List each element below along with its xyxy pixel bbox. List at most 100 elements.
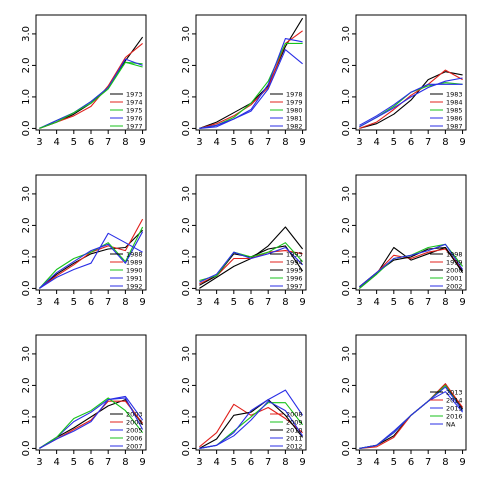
x-tick-label: 7: [105, 137, 111, 148]
x-tick-label: 3: [196, 297, 202, 308]
series-line-1987: [359, 83, 463, 126]
legend-label: 1994: [286, 258, 303, 266]
legend-label: 2001: [446, 274, 463, 282]
x-tick-label: 7: [265, 457, 271, 468]
series-line-1988: [39, 229, 143, 289]
series-line-1977: [39, 61, 143, 129]
y-tick-label: 3.0: [21, 186, 32, 202]
y-tick-label: 0.0: [341, 120, 352, 136]
x-tick-label: 9: [139, 457, 145, 468]
y-tick-label: 1.0: [181, 409, 192, 425]
x-tick-label: 4: [213, 457, 219, 468]
legend-label: 2007: [126, 442, 143, 450]
x-tick-label: 4: [53, 457, 59, 468]
series-line-2012: [199, 400, 304, 449]
legend-label: 1985: [446, 106, 463, 114]
series-line-2010: [199, 399, 304, 449]
x-tick-label: 8: [282, 457, 288, 468]
y-tick-label: 2.0: [341, 57, 352, 73]
y-tick-label: 3.0: [181, 346, 192, 362]
x-tick-label: 8: [282, 297, 288, 308]
x-tick-label: 3: [356, 137, 362, 148]
x-tick-label: 5: [71, 457, 77, 468]
y-tick-label: 1.0: [341, 249, 352, 265]
y-tick-label: 1.0: [21, 249, 32, 265]
x-tick-label: 5: [391, 297, 397, 308]
x-tick-label: 9: [139, 297, 145, 308]
legend-label: 1992: [126, 282, 143, 290]
y-tick-label: 3.0: [21, 346, 32, 362]
y-tick-label: 2.0: [21, 217, 32, 233]
y-tick-label: 0.0: [21, 120, 32, 136]
y-tick-label: 1.0: [341, 409, 352, 425]
y-tick-label: 0.0: [21, 280, 32, 296]
x-tick-label: 6: [248, 137, 254, 148]
legend-label: 1980: [286, 106, 303, 114]
legend-label: 1983: [446, 90, 463, 98]
legend-label: 1984: [446, 98, 463, 106]
x-tick-label: 8: [442, 137, 448, 148]
legend-label: 1973: [126, 90, 143, 98]
series-line-2006: [39, 397, 144, 449]
series-line-1976: [39, 58, 143, 129]
y-tick-label: 3.0: [181, 186, 192, 202]
series-line-2008: [199, 403, 303, 448]
legend-label: 2016: [446, 412, 463, 420]
series-line-1982: [199, 49, 303, 129]
legend-label: 1974: [126, 98, 143, 106]
y-tick-label: 2.0: [21, 377, 32, 393]
x-tick-label: 3: [36, 137, 42, 148]
y-tick-label: 2.0: [181, 57, 192, 73]
x-tick-label: 3: [356, 297, 362, 308]
legend-label: NA: [446, 420, 456, 428]
x-tick-label: 6: [88, 457, 94, 468]
x-tick-label: 7: [105, 457, 111, 468]
legend-label: 2011: [286, 434, 303, 442]
y-tick-label: 1.0: [21, 89, 32, 105]
y-tick-label: 2.0: [181, 217, 192, 233]
y-tick-label: 0.0: [181, 280, 192, 296]
legend-label: 2006: [126, 434, 143, 442]
x-tick-label: 4: [373, 137, 379, 148]
legend-label: 2010: [286, 426, 303, 434]
x-tick-label: 3: [36, 297, 42, 308]
series-line-1991: [39, 231, 144, 289]
y-tick-label: 3.0: [181, 26, 192, 42]
x-tick-label: 4: [213, 297, 219, 308]
legend-label: 1993: [286, 250, 303, 258]
legend-label: 2015: [446, 404, 463, 412]
legend-label: 1997: [286, 282, 303, 290]
x-tick-label: 6: [248, 297, 254, 308]
legend-label: 1996: [286, 274, 303, 282]
legend-label: 1991: [126, 274, 143, 282]
x-tick-label: 8: [122, 137, 128, 148]
x-tick-label: 3: [196, 137, 202, 148]
x-tick-label: 9: [459, 457, 465, 468]
y-tick-label: 0.0: [341, 280, 352, 296]
x-tick-label: 6: [88, 137, 94, 148]
y-tick-label: 2.0: [341, 377, 352, 393]
x-tick-label: 7: [425, 457, 431, 468]
series-line-1996: [199, 242, 304, 282]
legend-label: 1987: [446, 122, 463, 130]
legend-label: 1979: [286, 98, 303, 106]
y-tick-label: 3.0: [341, 186, 352, 202]
y-tick-label: 2.0: [341, 217, 352, 233]
y-tick-label: 3.0: [341, 346, 352, 362]
y-tick-label: 1.0: [341, 89, 352, 105]
legend-label: 1975: [126, 106, 143, 114]
y-tick-label: 1.0: [21, 409, 32, 425]
legend-label: 2009: [286, 418, 303, 426]
x-tick-label: 8: [442, 457, 448, 468]
x-tick-label: 9: [139, 137, 145, 148]
x-tick-label: 7: [265, 297, 271, 308]
series-line-1981: [199, 38, 303, 129]
x-tick-label: 3: [356, 457, 362, 468]
